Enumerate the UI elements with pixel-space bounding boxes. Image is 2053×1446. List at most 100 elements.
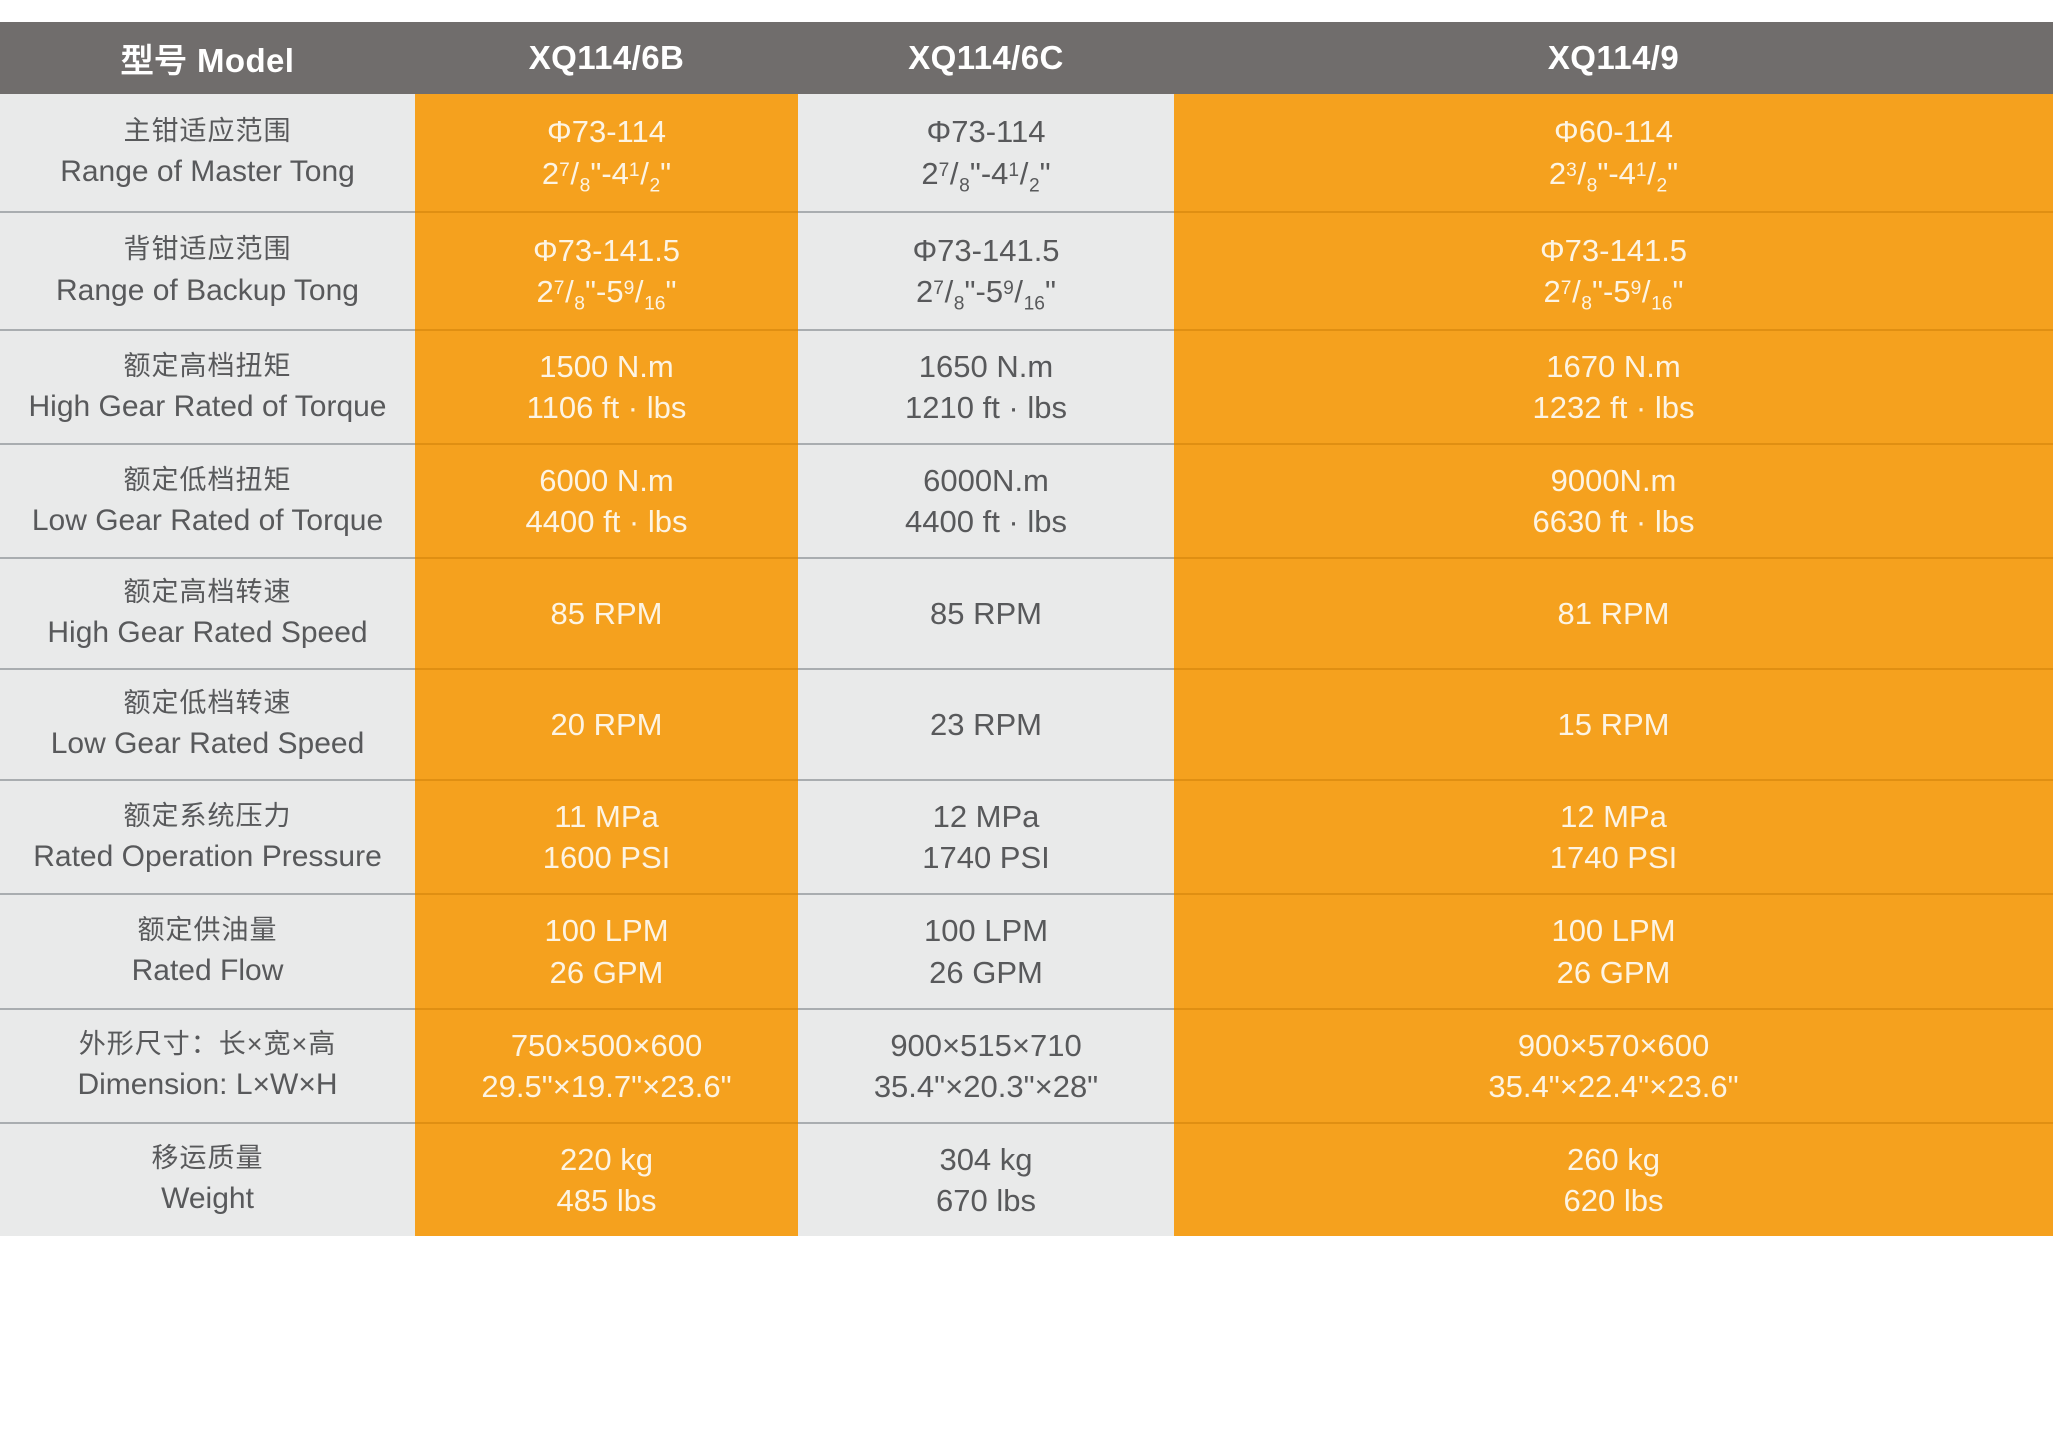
- row-label-cell: 额定高档转速 High Gear Rated Speed: [0, 558, 415, 671]
- value-cell-model-1: 100 LPM 26 GPM: [415, 894, 798, 1010]
- row-label-zh: 额定系统压力: [123, 800, 292, 831]
- row-label-cell: 额定高档扭矩 High Gear Rated of Torque: [0, 330, 415, 446]
- row-label-zh: 背钳适应范围: [123, 234, 292, 265]
- value-line-1: 6000 N.m: [539, 463, 674, 499]
- value-cell-model-2: 900×515×710 35.4"×20.3"×28": [798, 1008, 1174, 1124]
- value-line-2: 35.4"×22.4"×23.6": [1488, 1068, 1739, 1104]
- value-line-2-fraction: 27/8"-59/16": [536, 274, 677, 315]
- value-line-2-fraction: 23/8"-41/2": [1548, 155, 1679, 197]
- value-line-1: Φ73-114: [926, 114, 1046, 150]
- table-row: 移运质量 Weight 220 kg 485 lbs 304 kg 670 lbs 260 …: [0, 1122, 2053, 1236]
- table-row: 额定高档扭矩 High Gear Rated of Torque 1500 N.m 1…: [0, 330, 2053, 446]
- row-label-cell: 额定系统压力 Rated Operation Pressure: [0, 780, 415, 896]
- value-cell-model-2: Φ73-114 27/8"-41/2": [798, 94, 1174, 213]
- row-label-zh: 额定低档转速: [123, 688, 292, 719]
- value-cell-model-3: 900×570×600 35.4"×22.4"×23.6": [1174, 1008, 2053, 1124]
- row-label-en: Weight: [161, 1182, 254, 1216]
- header-cell-model-2: XQ114/6C: [798, 22, 1174, 94]
- value-line-2: 620 lbs: [1563, 1182, 1664, 1218]
- value-cell-model-1: 11 MPa 1600 PSI: [415, 780, 798, 896]
- row-label-en: Low Gear Rated Speed: [50, 727, 365, 761]
- value-line-2-fraction: 27/8"-41/2": [921, 155, 1051, 197]
- row-label-en: High Gear Rated of Torque: [28, 389, 387, 423]
- value-line-1: 100 LPM: [923, 913, 1049, 949]
- value-line-2: 26 GPM: [929, 954, 1043, 990]
- value-line-1: Φ73-141.5: [1539, 232, 1688, 268]
- row-label-cell: 外形尺寸：长×宽×高 Dimension: L×W×H: [0, 1008, 415, 1124]
- value-line-1: Φ73-141.5: [532, 232, 681, 268]
- table-header-row: 型号 Model XQ114/6B XQ114/6C XQ114/9: [0, 22, 2053, 94]
- value-cell-model-3: Φ73-141.5 27/8"-59/16": [1174, 212, 2053, 331]
- row-label-cell: 主钳适应范围 Range of Master Tong: [0, 94, 415, 213]
- value-line-1: 1650 N.m: [918, 349, 1054, 384]
- row-label-zh: 额定低档扭矩: [123, 464, 292, 495]
- table-body: 主钳适应范围 Range of Master Tong Φ73-114 27/8"-4…: [0, 94, 2053, 1236]
- value-line-1: 220 kg: [559, 1141, 654, 1177]
- value-cell-model-1: 6000 N.m 4400 ft · lbs: [415, 444, 798, 560]
- value-line-2-fraction: 27/8"-41/2": [541, 155, 672, 197]
- row-label-en: Rated Flow: [131, 954, 284, 988]
- row-label-en: Low Gear Rated of Torque: [31, 503, 384, 537]
- value-line-1: 750×500×600: [510, 1027, 703, 1063]
- value-line-1: 12 MPa: [932, 799, 1040, 835]
- row-label-cell: 额定低档扭矩 Low Gear Rated of Torque: [0, 444, 415, 560]
- header-cell-model-1: XQ114/6B: [415, 22, 798, 94]
- value-line-1: 15 RPM: [1557, 707, 1670, 743]
- value-cell-model-2: 12 MPa 1740 PSI: [798, 780, 1174, 896]
- value-line-1: 20 RPM: [550, 707, 663, 743]
- value-cell-model-3: 15 RPM: [1174, 669, 2053, 782]
- row-label-zh: 额定供油量: [137, 914, 278, 945]
- value-cell-model-3: 260 kg 620 lbs: [1174, 1122, 2053, 1236]
- value-line-1: Φ73-114: [547, 114, 666, 150]
- table-row: 额定低档转速 Low Gear Rated Speed 20 RPM 23 RPM 15…: [0, 669, 2053, 782]
- value-line-2: 29.5"×19.7"×23.6": [481, 1068, 732, 1104]
- value-cell-model-1: 1500 N.m 1106 ft · lbs: [415, 330, 798, 446]
- value-cell-model-1: 20 RPM: [415, 669, 798, 782]
- value-line-2: 1740 PSI: [1549, 840, 1678, 876]
- value-cell-model-2: 6000N.m 4400 ft · lbs: [798, 444, 1174, 560]
- table-row: 外形尺寸：长×宽×高 Dimension: L×W×H 750×500×600 29.…: [0, 1008, 2053, 1124]
- value-line-1: 6000N.m: [923, 463, 1049, 499]
- value-line-1: 9000N.m: [1550, 463, 1677, 499]
- value-line-1: 1500 N.m: [539, 349, 674, 384]
- value-cell-model-3: 100 LPM 26 GPM: [1174, 894, 2053, 1010]
- row-label-cell: 移运质量 Weight: [0, 1122, 415, 1236]
- value-line-1: 81 RPM: [1557, 596, 1670, 632]
- row-label-en: Range of Backup Tong: [55, 273, 359, 307]
- value-cell-model-2: 304 kg 670 lbs: [798, 1122, 1174, 1236]
- value-cell-model-3: 1670 N.m 1232 ft · lbs: [1174, 330, 2053, 446]
- value-line-1: 100 LPM: [1551, 913, 1676, 949]
- header-cell-model: 型号 Model: [0, 22, 415, 94]
- value-line-1: 100 LPM: [544, 913, 669, 949]
- value-line-1: Φ60-114: [1554, 114, 1673, 150]
- table-row: 额定供油量 Rated Flow 100 LPM 26 GPM 100 LPM 26 GP…: [0, 894, 2053, 1010]
- table-row: 主钳适应范围 Range of Master Tong Φ73-114 27/8"-4…: [0, 94, 2053, 213]
- value-line-2: 26 GPM: [549, 954, 664, 990]
- row-label-zh: 移运质量: [151, 1143, 264, 1174]
- value-cell-model-2: Φ73-141.5 27/8"-59/16": [798, 212, 1174, 331]
- value-line-2-fraction: 27/8"-59/16": [1543, 274, 1684, 315]
- header-cell-model-3: XQ114/9: [1174, 22, 2053, 94]
- value-line-2: 1740 PSI: [922, 840, 1050, 876]
- value-cell-model-2: 85 RPM: [798, 558, 1174, 671]
- row-label-en: High Gear Rated Speed: [47, 616, 368, 650]
- value-line-1: 900×570×600: [1517, 1027, 1710, 1063]
- value-line-2: 35.4"×20.3"×28": [873, 1068, 1099, 1104]
- value-cell-model-1: 750×500×600 29.5"×19.7"×23.6": [415, 1008, 798, 1124]
- value-cell-model-1: 220 kg 485 lbs: [415, 1122, 798, 1236]
- value-cell-model-3: 12 MPa 1740 PSI: [1174, 780, 2053, 896]
- value-line-2: 670 lbs: [936, 1182, 1036, 1218]
- value-line-1: Φ73-141.5: [912, 232, 1060, 268]
- value-cell-model-2: 1650 N.m 1210 ft · lbs: [798, 330, 1174, 446]
- row-label-cell: 背钳适应范围 Range of Backup Tong: [0, 212, 415, 331]
- value-line-1: 304 kg: [939, 1141, 1033, 1177]
- value-cell-model-3: Φ60-114 23/8"-41/2": [1174, 94, 2053, 213]
- value-line-2: 1106 ft · lbs: [526, 390, 687, 426]
- row-label-en: Rated Operation Pressure: [33, 839, 382, 873]
- value-cell-model-1: Φ73-141.5 27/8"-59/16": [415, 212, 798, 331]
- value-line-2: 1210 ft · lbs: [905, 390, 1067, 426]
- row-label-en: Dimension: L×W×H: [77, 1068, 338, 1102]
- value-cell-model-1: 85 RPM: [415, 558, 798, 671]
- specification-table: 型号 Model XQ114/6B XQ114/6C XQ114/9 主钳适应范…: [0, 22, 2053, 1236]
- value-line-1: 900×515×710: [890, 1027, 1082, 1063]
